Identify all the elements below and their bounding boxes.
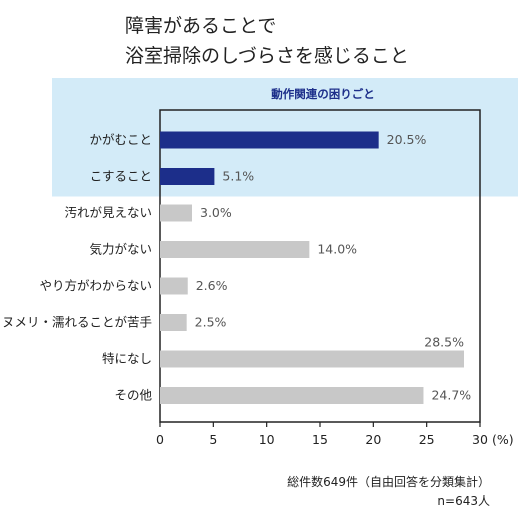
tick-label: 30 — [472, 432, 488, 447]
tick-label: 15 — [312, 432, 328, 447]
category-label: かがむこと — [89, 132, 152, 147]
category-label: やり方がわからない — [39, 278, 152, 293]
group-label: 動作関連の困りごと — [271, 87, 375, 101]
bar — [160, 168, 215, 185]
bar — [160, 387, 424, 404]
bar — [160, 350, 464, 368]
chart-title-line-2: 浴室掃除のしづらさを感じること — [125, 45, 409, 67]
x-axis-ticks: 0 5 10 15 20 25 30 — [156, 422, 488, 447]
category-label: 特になし — [102, 351, 152, 366]
value-label: 24.7% — [431, 388, 471, 403]
value-label: 20.5% — [387, 132, 427, 147]
category-label: その他 — [114, 388, 152, 403]
footnote-n: n=643人 — [437, 494, 490, 508]
bar — [160, 277, 188, 295]
footnote-total: 総件数649件（自由回答を分類集計） — [287, 474, 490, 489]
value-label: 5.1% — [222, 169, 254, 184]
bar — [160, 241, 310, 258]
bar — [160, 314, 187, 331]
x-axis-unit: (%) — [492, 432, 514, 447]
bar — [160, 131, 379, 149]
category-label: ヌメリ・濡れることが苦手 — [2, 315, 152, 330]
tick-label: 10 — [259, 432, 275, 447]
value-label: 3.0% — [200, 205, 232, 220]
bars-layer: かがむこと 20.5% こすること 5.1% 汚れが見えない 3.0% 気力がない 14.0%… — [2, 131, 471, 404]
chart-title-line-1: 障害があることで — [125, 15, 276, 37]
category-label: こすること — [90, 169, 152, 184]
value-label: 14.0% — [317, 242, 357, 257]
value-label: 28.5% — [424, 335, 464, 350]
category-label: 汚れが見えない — [64, 205, 152, 220]
tick-label: 25 — [419, 432, 435, 447]
tick-label: 5 — [209, 432, 217, 447]
tick-label: 20 — [365, 432, 381, 447]
value-label: 2.6% — [196, 278, 228, 293]
bar — [160, 204, 192, 222]
category-label: 気力がない — [89, 242, 152, 257]
tick-label: 0 — [156, 432, 164, 447]
value-label: 2.5% — [195, 315, 227, 330]
